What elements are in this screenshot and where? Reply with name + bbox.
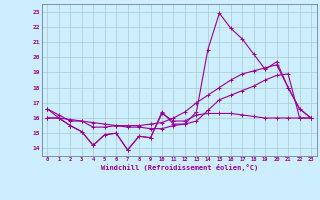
X-axis label: Windchill (Refroidissement éolien,°C): Windchill (Refroidissement éolien,°C): [100, 164, 258, 171]
